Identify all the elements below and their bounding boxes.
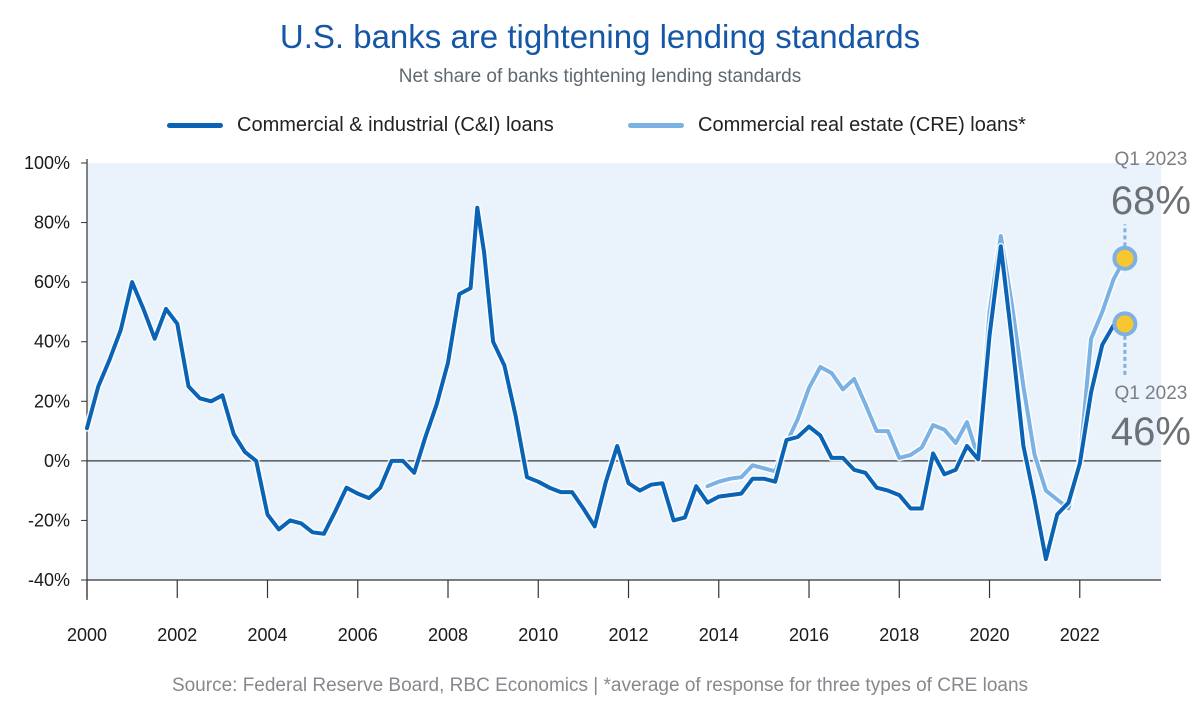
legend-item-ci: Commercial & industrial (C&I) loans [167, 114, 554, 137]
legend-swatch-cre [628, 123, 684, 128]
x-tick-label: 2022 [1060, 625, 1100, 645]
y-tick-label: 80% [34, 213, 70, 233]
x-tick-label: 2008 [428, 625, 468, 645]
x-tick-label: 2018 [879, 625, 919, 645]
legend-item-cre: Commercial real estate (CRE) loans* [628, 114, 1026, 137]
x-tick-label: 2012 [608, 625, 648, 645]
chart-title: U.S. banks are tightening lending standa… [279, 18, 921, 55]
y-tick-label: 40% [34, 332, 70, 352]
annotation-period: Q1 2023 [1114, 149, 1187, 170]
y-tick-label: 100% [24, 153, 70, 173]
legend-label-cre: Commercial real estate (CRE) loans* [698, 114, 1026, 136]
x-tick-label: 2016 [789, 625, 829, 645]
annotation-period: Q1 2023 [1114, 383, 1187, 404]
series-layer [83, 204, 1129, 563]
x-tick-label: 2000 [67, 625, 107, 645]
x-tick-label: 2006 [338, 625, 378, 645]
plot-background [87, 163, 1161, 580]
series-line-ci [85, 205, 1116, 562]
legend-label-ci: Commercial & industrial (C&I) loans [237, 114, 554, 136]
x-tick-label: 2020 [969, 625, 1009, 645]
y-tick-label: 20% [34, 391, 70, 411]
annotation-marker [1112, 245, 1138, 271]
x-tick-label: 2014 [699, 625, 739, 645]
annotation-value: 46% [1111, 410, 1191, 454]
y-tick-label: -20% [28, 510, 70, 530]
x-axis-ticks: 2000 2002 2004 2006 2008 2010 2012 2014 2016 2018… [67, 580, 1100, 645]
annotation-layer: Q1 2023 68% Q1 2023 46% [1111, 149, 1191, 454]
x-tick-label: 2010 [518, 625, 558, 645]
legend: Commercial & industrial (C&I) loans Comm… [0, 114, 1200, 144]
y-axis-ticks: 100% 80% 60% 40% 20% 0% -20% -40% [24, 153, 87, 590]
chart-subtitle: Net share of banks tightening lending st… [398, 66, 802, 87]
source-note: Source: Federal Reserve Board, RBC Econo… [171, 675, 1029, 696]
x-tick-label: 2002 [157, 625, 197, 645]
annotation-value: 68% [1111, 179, 1191, 223]
y-tick-label: -40% [28, 570, 70, 590]
y-tick-label: 0% [44, 451, 70, 471]
x-tick-label: 2004 [247, 625, 287, 645]
y-tick-label: 60% [34, 272, 70, 292]
legend-swatch-ci [167, 123, 223, 128]
annotation-marker [1112, 311, 1138, 337]
